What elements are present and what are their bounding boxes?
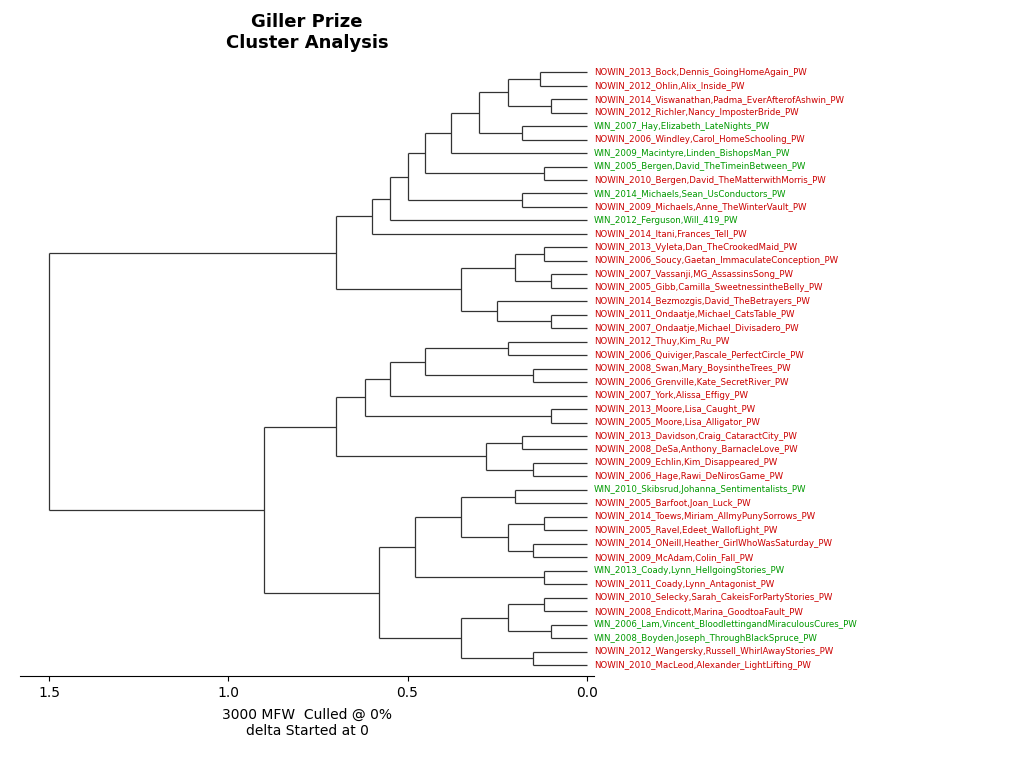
- Text: WIN_2012_Ferguson,Will_419_PW: WIN_2012_Ferguson,Will_419_PW: [594, 216, 738, 225]
- Text: NOWIN_2011_Ondaatje,Michael_CatsTable_PW: NOWIN_2011_Ondaatje,Michael_CatsTable_PW: [594, 310, 795, 319]
- Text: NOWIN_2006_Hage,Rawi_DeNirosGame_PW: NOWIN_2006_Hage,Rawi_DeNirosGame_PW: [594, 472, 783, 481]
- Text: NOWIN_2012_Ohlin,Alix_Inside_PW: NOWIN_2012_Ohlin,Alix_Inside_PW: [594, 81, 744, 90]
- Text: NOWIN_2005_Barfoot,Joan_Luck_PW: NOWIN_2005_Barfoot,Joan_Luck_PW: [594, 499, 751, 508]
- Text: NOWIN_2005_Ravel,Edeet_WallofLight_PW: NOWIN_2005_Ravel,Edeet_WallofLight_PW: [594, 526, 777, 535]
- Text: NOWIN_2008_DeSa,Anthony_BarnacleLove_PW: NOWIN_2008_DeSa,Anthony_BarnacleLove_PW: [594, 445, 798, 454]
- Text: NOWIN_2008_Swan,Mary_BoysintheTrees_PW: NOWIN_2008_Swan,Mary_BoysintheTrees_PW: [594, 364, 791, 373]
- Text: NOWIN_2010_MacLeod,Alexander_LightLifting_PW: NOWIN_2010_MacLeod,Alexander_LightLiftin…: [594, 660, 811, 670]
- Text: WIN_2009_Macintyre,Linden_BishopsMan_PW: WIN_2009_Macintyre,Linden_BishopsMan_PW: [594, 148, 791, 157]
- Text: NOWIN_2007_York,Alissa_Effigy_PW: NOWIN_2007_York,Alissa_Effigy_PW: [594, 391, 748, 400]
- Text: NOWIN_2006_Grenville,Kate_SecretRiver_PW: NOWIN_2006_Grenville,Kate_SecretRiver_PW: [594, 378, 788, 386]
- Text: NOWIN_2013_Moore,Lisa_Caught_PW: NOWIN_2013_Moore,Lisa_Caught_PW: [594, 405, 755, 413]
- Text: NOWIN_2010_Selecky,Sarah_CakeisForPartyStories_PW: NOWIN_2010_Selecky,Sarah_CakeisForPartyS…: [594, 593, 833, 602]
- Text: NOWIN_2014_Toews,Miriam_AllmyPunySorrows_PW: NOWIN_2014_Toews,Miriam_AllmyPunySorrows…: [594, 512, 815, 521]
- Text: NOWIN_2014_ONeill,Heather_GirlWhoWasSaturday_PW: NOWIN_2014_ONeill,Heather_GirlWhoWasSatu…: [594, 539, 831, 548]
- Text: NOWIN_2011_Coady,Lynn_Antagonist_PW: NOWIN_2011_Coady,Lynn_Antagonist_PW: [594, 580, 774, 589]
- Text: NOWIN_2010_Bergen,David_TheMatterwithMorris_PW: NOWIN_2010_Bergen,David_TheMatterwithMor…: [594, 176, 825, 184]
- Text: WIN_2006_Lam,Vincent_BloodlettingandMiraculousCures_PW: WIN_2006_Lam,Vincent_BloodlettingandMira…: [594, 620, 858, 629]
- Text: WIN_2014_Michaels,Sean_UsConductors_PW: WIN_2014_Michaels,Sean_UsConductors_PW: [594, 189, 786, 198]
- Text: WIN_2007_Hay,Elizabeth_LateNights_PW: WIN_2007_Hay,Elizabeth_LateNights_PW: [594, 121, 770, 131]
- Text: NOWIN_2012_Wangersky,Russell_WhirlAwayStories_PW: NOWIN_2012_Wangersky,Russell_WhirlAwaySt…: [594, 647, 834, 656]
- Title: Giller Prize
Cluster Analysis: Giller Prize Cluster Analysis: [226, 13, 388, 51]
- Text: NOWIN_2006_Soucy,Gaetan_ImmaculateConception_PW: NOWIN_2006_Soucy,Gaetan_ImmaculateConcep…: [594, 257, 838, 266]
- Text: NOWIN_2008_Endicott,Marina_GoodtoaFault_PW: NOWIN_2008_Endicott,Marina_GoodtoaFault_…: [594, 607, 803, 616]
- Text: NOWIN_2007_Vassanji,MG_AssassinsSong_PW: NOWIN_2007_Vassanji,MG_AssassinsSong_PW: [594, 270, 793, 279]
- Text: NOWIN_2006_Quiviger,Pascale_PerfectCircle_PW: NOWIN_2006_Quiviger,Pascale_PerfectCircl…: [594, 351, 804, 359]
- Text: NOWIN_2014_Bezmozgis,David_TheBetrayers_PW: NOWIN_2014_Bezmozgis,David_TheBetrayers_…: [594, 296, 810, 306]
- Text: NOWIN_2013_Davidson,Craig_CataractCity_PW: NOWIN_2013_Davidson,Craig_CataractCity_P…: [594, 432, 797, 441]
- X-axis label: 3000 MFW  Culled @ 0%
delta Started at 0: 3000 MFW Culled @ 0% delta Started at 0: [222, 708, 392, 738]
- Text: NOWIN_2013_Bock,Dennis_GoingHomeAgain_PW: NOWIN_2013_Bock,Dennis_GoingHomeAgain_PW: [594, 68, 807, 77]
- Text: NOWIN_2009_Michaels,Anne_TheWinterVault_PW: NOWIN_2009_Michaels,Anne_TheWinterVault_…: [594, 203, 807, 211]
- Text: WIN_2008_Boyden,Joseph_ThroughBlackSpruce_PW: WIN_2008_Boyden,Joseph_ThroughBlackSpruc…: [594, 634, 818, 643]
- Text: NOWIN_2013_Vyleta,Dan_TheCrookedMaid_PW: NOWIN_2013_Vyleta,Dan_TheCrookedMaid_PW: [594, 243, 797, 252]
- Text: NOWIN_2005_Gibb,Camilla_SweetnessintheBelly_PW: NOWIN_2005_Gibb,Camilla_SweetnessintheBe…: [594, 283, 822, 293]
- Text: NOWIN_2005_Moore,Lisa_Alligator_PW: NOWIN_2005_Moore,Lisa_Alligator_PW: [594, 418, 760, 427]
- Text: NOWIN_2012_Richler,Nancy_ImposterBride_PW: NOWIN_2012_Richler,Nancy_ImposterBride_P…: [594, 108, 799, 118]
- Text: NOWIN_2014_Viswanathan,Padma_EverAfterofAshwin_PW: NOWIN_2014_Viswanathan,Padma_EverAfterof…: [594, 94, 844, 104]
- Text: NOWIN_2006_Windley,Carol_HomeSchooling_PW: NOWIN_2006_Windley,Carol_HomeSchooling_P…: [594, 135, 805, 144]
- Text: WIN_2010_Skibsrud,Johanna_Sentimentalists_PW: WIN_2010_Skibsrud,Johanna_Sentimentalist…: [594, 485, 807, 495]
- Text: NOWIN_2007_Ondaatje,Michael_Divisadero_PW: NOWIN_2007_Ondaatje,Michael_Divisadero_P…: [594, 324, 799, 333]
- Text: NOWIN_2014_Itani,Frances_Tell_PW: NOWIN_2014_Itani,Frances_Tell_PW: [594, 230, 746, 238]
- Text: WIN_2005_Bergen,David_TheTimeinBetween_PW: WIN_2005_Bergen,David_TheTimeinBetween_P…: [594, 162, 806, 171]
- Text: NOWIN_2012_Thuy,Kim_Ru_PW: NOWIN_2012_Thuy,Kim_Ru_PW: [594, 337, 729, 346]
- Text: NOWIN_2009_Echlin,Kim_Disappeared_PW: NOWIN_2009_Echlin,Kim_Disappeared_PW: [594, 458, 777, 468]
- Text: WIN_2013_Coady,Lynn_HellgoingStories_PW: WIN_2013_Coady,Lynn_HellgoingStories_PW: [594, 566, 785, 575]
- Text: NOWIN_2009_McAdam,Colin_Fall_PW: NOWIN_2009_McAdam,Colin_Fall_PW: [594, 553, 754, 561]
